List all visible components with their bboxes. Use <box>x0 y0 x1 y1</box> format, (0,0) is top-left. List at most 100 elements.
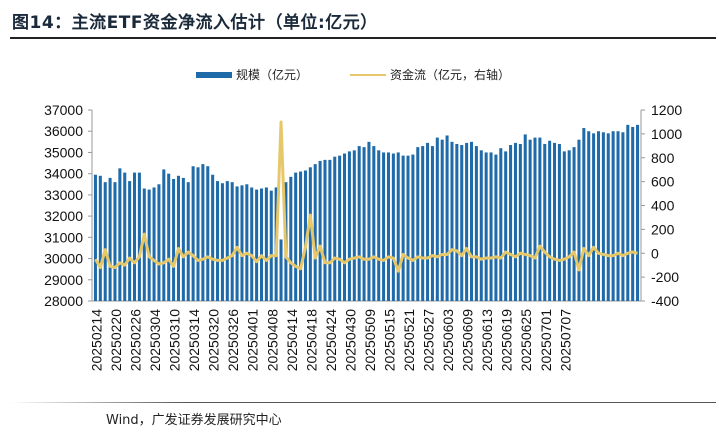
bar-scale <box>406 155 410 301</box>
bar-scale <box>484 152 488 301</box>
bar-scale <box>616 131 620 301</box>
bar-scale <box>128 181 132 301</box>
right-tick-label: 0 <box>651 245 659 261</box>
bar-scale <box>137 172 141 301</box>
bar-scale <box>401 155 405 301</box>
bar-scale <box>255 189 259 301</box>
x-tick-label: 20250414 <box>284 309 300 372</box>
bar-scale <box>411 154 415 301</box>
legend-label-scale: 规模（亿元） <box>236 68 309 82</box>
bar-scale <box>474 146 478 301</box>
bar-scale <box>269 190 273 301</box>
x-tick-label: 20250214 <box>88 309 104 372</box>
right-tick-label: 1200 <box>651 102 682 118</box>
x-tick-label: 20250401 <box>245 309 261 372</box>
x-tick-label: 20250314 <box>186 309 202 372</box>
bar-scale <box>499 148 503 301</box>
bar-scale <box>626 124 630 301</box>
bar-scale <box>216 181 220 301</box>
chart-plot: 37000 36000 35000 34000 33000 32000 31000 30000… <box>44 102 682 372</box>
bar-scale <box>259 188 264 301</box>
bar-scale <box>426 142 430 301</box>
bar-scale <box>201 164 205 301</box>
x-tick-label: 20250613 <box>479 309 495 372</box>
legend-label-flow: 资金流（亿元，右轴） <box>390 68 511 82</box>
bar-scale <box>167 173 171 301</box>
bar-scale <box>230 182 234 301</box>
bar-scale <box>440 139 444 301</box>
x-tick-label: 20250430 <box>342 309 358 372</box>
x-tick-label: 20250418 <box>303 309 319 372</box>
bar-scale <box>553 142 557 301</box>
bar-scale <box>538 137 542 301</box>
legend-swatch-line <box>350 73 386 76</box>
legend-swatch-bar <box>196 71 232 78</box>
bar-scale <box>621 132 625 301</box>
left-tick-label: 31000 <box>44 229 83 245</box>
x-tick-label: 20250603 <box>440 309 456 372</box>
bar-scale <box>450 141 454 301</box>
bar-scale <box>435 137 439 301</box>
bar-scale <box>103 182 107 301</box>
bar-scale <box>582 128 586 301</box>
bar-scale <box>631 126 635 301</box>
bar-scale <box>245 184 249 301</box>
x-tick-label: 20250226 <box>128 309 144 372</box>
bar-scale <box>601 132 605 301</box>
left-tick-label: 28000 <box>44 293 83 309</box>
bar-scale <box>372 146 376 301</box>
left-tick-label: 30000 <box>44 251 83 267</box>
bar-scale <box>611 131 615 301</box>
bar-scale <box>206 166 210 301</box>
bar-scale <box>416 147 420 301</box>
bar-scale <box>382 152 386 301</box>
bar-scale <box>264 187 268 301</box>
x-tick-label: 20250320 <box>206 309 222 372</box>
bar-scale <box>445 135 449 301</box>
bar-scale <box>108 177 112 301</box>
bar-scale <box>596 131 600 301</box>
bar-scale <box>577 139 581 301</box>
right-tick-label: 1000 <box>651 126 682 142</box>
bar-scale <box>113 182 117 301</box>
bar-scale <box>318 160 322 301</box>
bar-scale <box>636 124 640 301</box>
bar-scale <box>176 175 180 301</box>
bar-scale <box>606 133 610 301</box>
x-tick-label: 20250220 <box>108 309 124 372</box>
left-tick-label: 34000 <box>44 166 83 182</box>
bar-scale <box>308 167 312 301</box>
bar-scale <box>123 172 127 301</box>
bar-scale <box>352 150 356 301</box>
x-tick-label: 20250707 <box>557 309 573 372</box>
bar-scale <box>489 152 493 301</box>
bar-scale <box>162 169 166 301</box>
x-tick-label: 20250521 <box>401 309 417 372</box>
bar-scale <box>386 152 390 301</box>
bar-scale <box>133 172 137 301</box>
left-tick-label: 35000 <box>44 144 83 160</box>
legend-item-scale: 规模（亿元） <box>196 66 308 83</box>
bar-scale <box>357 146 361 301</box>
bar-scale <box>572 147 576 301</box>
bar-scale <box>391 153 395 301</box>
left-tick-label: 29000 <box>44 272 83 288</box>
right-tick-label: -400 <box>651 293 679 309</box>
line-fund-flow <box>94 120 638 273</box>
bar-scale <box>152 187 156 301</box>
right-tick-label: 200 <box>651 221 675 237</box>
bar-scale <box>279 239 283 301</box>
right-tick-label: 800 <box>651 150 675 166</box>
bar-scale <box>299 171 303 301</box>
bar-scale <box>465 142 469 301</box>
x-tick-label: 20250509 <box>362 309 378 372</box>
chart-legend: 规模（亿元） 资金流（亿元，右轴） <box>0 66 719 86</box>
bar-scale <box>494 154 498 301</box>
bar-scale <box>225 181 229 301</box>
x-tick-label: 20250625 <box>518 309 534 372</box>
right-tick-label: 600 <box>651 174 675 190</box>
bar-scale <box>479 150 483 301</box>
bar-scale <box>289 176 293 301</box>
bar-scale <box>147 189 151 301</box>
x-tick-label: 20250527 <box>421 309 437 372</box>
